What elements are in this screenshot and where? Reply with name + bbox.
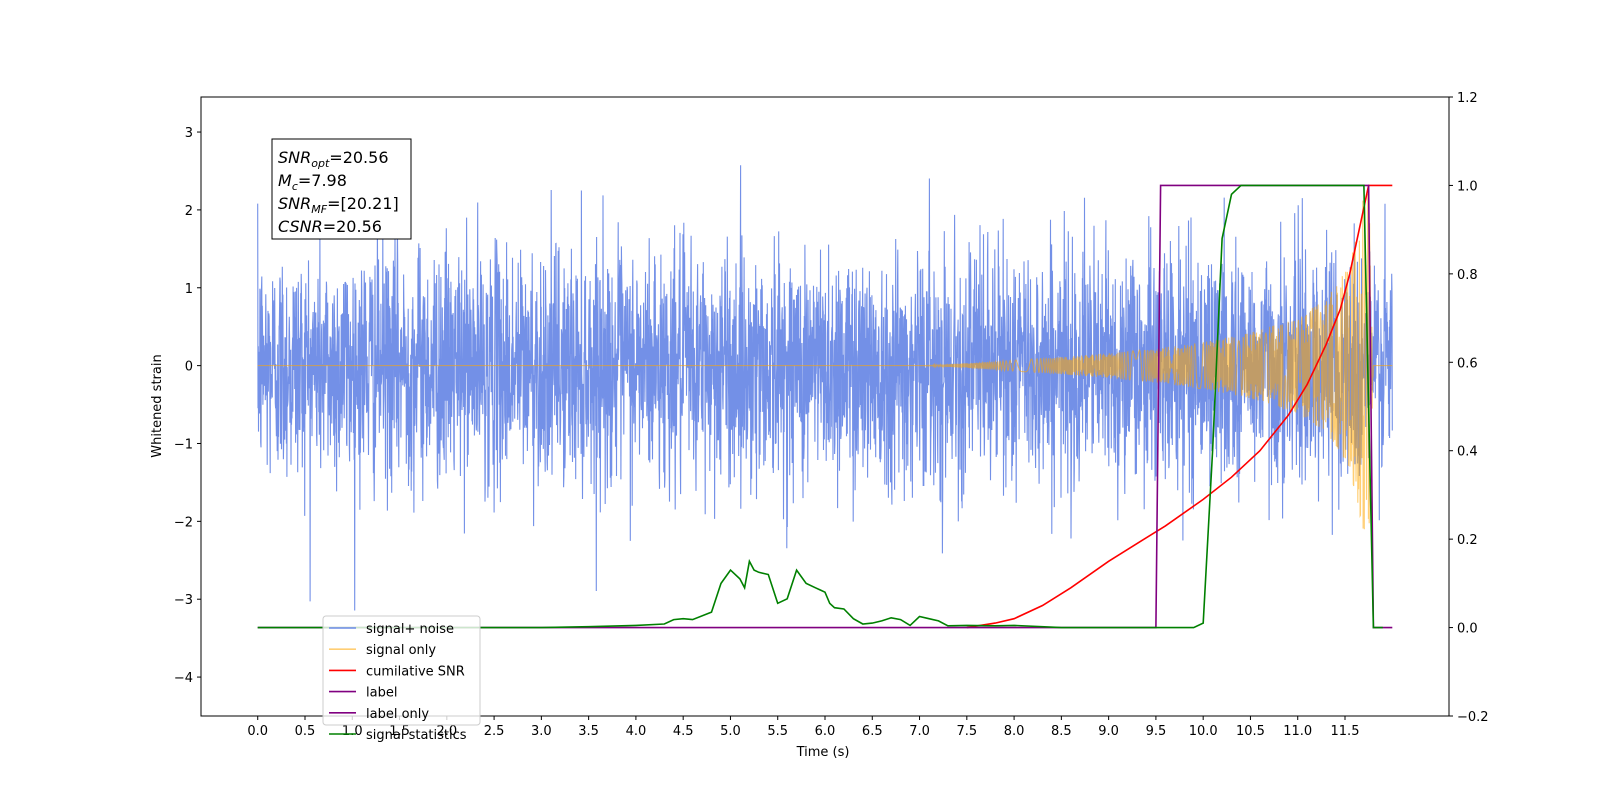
series-cumilative-snr-line bbox=[966, 184, 1393, 629]
x-tick-label: 10.0 bbox=[1189, 724, 1218, 739]
x-tick-label: 7.0 bbox=[909, 724, 930, 739]
y-tick-label: −1 bbox=[174, 437, 193, 452]
x-tick-label: 2.0 bbox=[436, 724, 457, 739]
x-tick-label: 6.0 bbox=[815, 724, 836, 739]
x-tick-label: 6.5 bbox=[862, 724, 883, 739]
y2-tick-label: 0.4 bbox=[1457, 445, 1478, 460]
y2-tick-label: 1.2 bbox=[1457, 91, 1478, 106]
x-tick-label: 1.0 bbox=[342, 724, 363, 739]
y-tick-label: 1 bbox=[185, 282, 193, 297]
x-tick-label: 0.5 bbox=[295, 724, 316, 739]
series-signal-statistics-line bbox=[257, 184, 1383, 629]
x-tick-label: 9.0 bbox=[1098, 724, 1119, 739]
legend-label: label only bbox=[366, 707, 429, 722]
y-tick-label: 2 bbox=[185, 204, 193, 219]
legend-label: cumilative SNR bbox=[366, 664, 465, 679]
axes-layer: 0.0 0.5 1.0 1.5 2.0 2.5 3.0 3.5 4.0 4.5 5.0 5.5 6.0 6… bbox=[174, 91, 1489, 739]
y-axis-label: Whitened strain bbox=[150, 354, 165, 457]
x-tick-label: 5.0 bbox=[720, 724, 741, 739]
x-tick-label: 8.0 bbox=[1004, 724, 1025, 739]
x-axis-label: Time (s) bbox=[796, 745, 850, 760]
annotation-line: CSNR=20.56 bbox=[278, 217, 382, 236]
y-tick-label: −2 bbox=[174, 515, 193, 530]
y2-tick-label: 0.0 bbox=[1457, 622, 1478, 637]
x-tick-label: 11.0 bbox=[1283, 724, 1312, 739]
series-signal-noise-line bbox=[257, 165, 1393, 611]
legend-label: signal+ noise bbox=[366, 622, 454, 637]
x-tick-label: 8.5 bbox=[1051, 724, 1072, 739]
y2-tick-label: 0.2 bbox=[1457, 533, 1478, 548]
x-tick-label: 3.5 bbox=[578, 724, 599, 739]
x-tick-label: 3.0 bbox=[531, 724, 552, 739]
legend-label: signal only bbox=[366, 643, 436, 658]
annotation-box: SNRopt=20.56Mc=7.98SNRMF=[20.21]CSNR=20.… bbox=[271, 138, 412, 240]
y2-tick-label: 1.0 bbox=[1457, 179, 1478, 194]
x-tick-label: 2.5 bbox=[484, 724, 505, 739]
annotation-line: Mc=7.98 bbox=[278, 171, 347, 193]
y2-tick-label: 0.6 bbox=[1457, 356, 1478, 371]
y-tick-label: −3 bbox=[174, 593, 193, 608]
annotation-line: SNRopt=20.56 bbox=[278, 148, 389, 170]
x-tick-label: 7.5 bbox=[956, 724, 977, 739]
y-tick-label: 3 bbox=[185, 126, 193, 141]
x-tick-label: 5.5 bbox=[767, 724, 788, 739]
x-tick-label: 11.5 bbox=[1331, 724, 1360, 739]
y-tick-label: −4 bbox=[174, 671, 193, 686]
x-tick-label: 9.5 bbox=[1146, 724, 1167, 739]
annotation-frame bbox=[271, 138, 412, 240]
legend-label: signal statistics bbox=[366, 728, 467, 743]
legend-frame bbox=[322, 615, 481, 726]
x-tick-label: 4.0 bbox=[626, 724, 647, 739]
x-tick-label: 10.5 bbox=[1236, 724, 1265, 739]
legend-label: label bbox=[366, 686, 397, 701]
y2-tick-label: −0.2 bbox=[1457, 710, 1489, 725]
y-tick-label: 0 bbox=[185, 360, 193, 375]
x-tick-label: 4.5 bbox=[673, 724, 694, 739]
x-tick-label: 0.0 bbox=[247, 724, 268, 739]
legend: signal+ noise signal only cumilative SNR la… bbox=[322, 615, 481, 743]
series-signal-only-line bbox=[257, 193, 1393, 530]
data-layer bbox=[257, 165, 1393, 629]
annotation-line: SNRMF=[20.21] bbox=[278, 194, 399, 216]
y2-tick-label: 0.8 bbox=[1457, 268, 1478, 283]
x-tick-label: 1.5 bbox=[389, 724, 410, 739]
